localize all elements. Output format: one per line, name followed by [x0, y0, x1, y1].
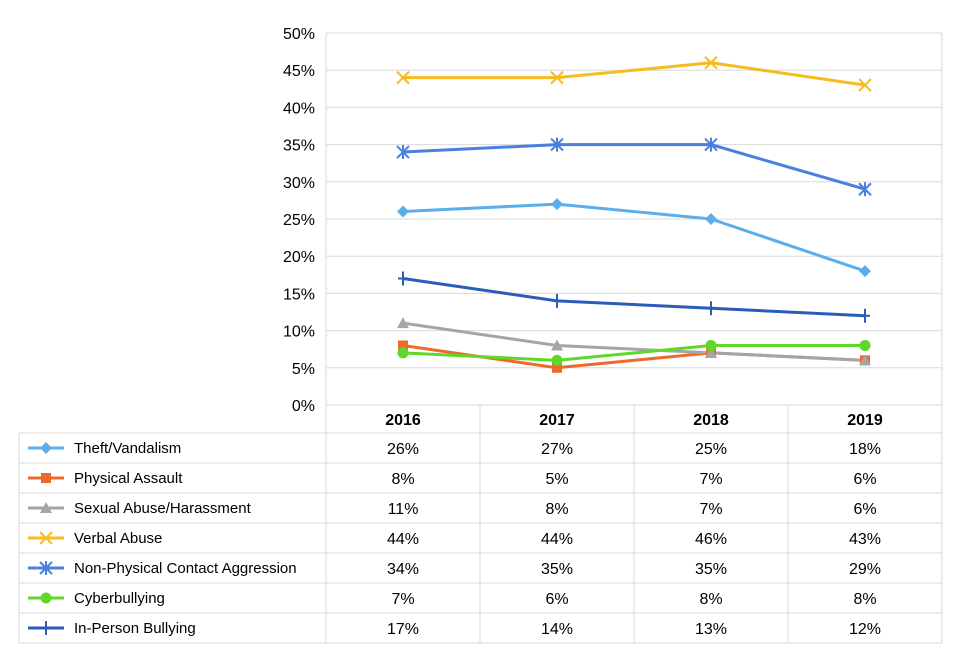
table-cell-theft-vandalism-2017: 27%: [541, 441, 573, 458]
series-line-theft-vandalism: [401, 202, 867, 273]
data-point-in-person-bullying-2017: [552, 293, 562, 308]
data-table: 2016 2017 2018 2019 Theft/Vandalism 26% 27% 25%…: [18, 33, 943, 644]
y-tick-label: 15%: [283, 286, 315, 303]
data-point-physical-assault-2017: [552, 362, 562, 373]
table-cell-physical-assault-2018: 7%: [699, 471, 722, 488]
series-line-verbal-abuse: [401, 61, 867, 87]
table-cell-sexual-abuse-harassment-2016: 11%: [388, 501, 419, 518]
series-line-in-person-bullying: [401, 277, 867, 318]
table-cell-non-physical-contact-aggression-2018: 35%: [695, 561, 727, 578]
table-cell-in-person-bullying-2018: 13%: [695, 621, 727, 638]
data-point-theft-vandalism-2016: [397, 205, 409, 218]
data-point-sexual-abuse-harassment-2016: [397, 317, 409, 329]
y-tick-label: 45%: [283, 63, 315, 80]
table-cell-theft-vandalism-2018: 25%: [695, 441, 727, 458]
data-point-sexual-abuse-harassment-2018: [705, 346, 717, 358]
legend-marker-in-person-bullying: [41, 621, 51, 635]
legend-marker-verbal-abuse: [39, 531, 53, 545]
series-line-cyberbullying: [401, 343, 867, 362]
data-point-physical-assault-2016: [398, 340, 408, 351]
legend-label-cyberbullying: Cyberbullying: [74, 590, 165, 607]
data-point-verbal-abuse-2019: [858, 78, 872, 92]
data-point-non-physical-contact-aggression-2018: [704, 137, 718, 152]
category-label-2019: 2019: [847, 412, 883, 429]
table-cell-verbal-abuse-2019: 43%: [849, 531, 881, 548]
data-point-verbal-abuse-2016: [396, 70, 410, 85]
data-point-cyberbullying-2018: [705, 339, 717, 351]
table-cell-cyberbullying-2019: 8%: [853, 591, 876, 608]
data-point-in-person-bullying-2019: [860, 308, 870, 323]
data-point-sexual-abuse-harassment-2017: [551, 339, 563, 351]
legend-label-sexual-abuse-harassment: Sexual Abuse/Harassment: [74, 500, 252, 517]
data-point-verbal-abuse-2018: [704, 56, 718, 70]
legend-label-theft-vandalism: Theft/Vandalism: [74, 440, 181, 457]
data-point-cyberbullying-2016: [397, 347, 409, 359]
legend-marker-physical-assault: [41, 473, 51, 483]
series-markers: [396, 56, 872, 373]
series-lines: [401, 61, 867, 370]
data-point-cyberbullying-2017: [551, 354, 563, 366]
legend-marker-cyberbullying: [40, 592, 52, 604]
table-cell-in-person-bullying-2019: 12%: [849, 621, 881, 638]
y-tick-label: 35%: [283, 138, 315, 155]
data-point-verbal-abuse-2017: [550, 70, 564, 85]
table-cell-non-physical-contact-aggression-2019: 29%: [849, 561, 881, 578]
category-label-2018: 2018: [693, 412, 729, 429]
legend-label-in-person-bullying: In-Person Bullying: [74, 620, 196, 637]
y-tick-label: 50%: [283, 26, 315, 43]
legend-label-non-physical-contact-aggression: Non-Physical Contact Aggression: [74, 560, 297, 577]
y-tick-label: 40%: [283, 100, 315, 117]
legend-marker-theft-vandalism: [40, 442, 52, 454]
data-point-theft-vandalism-2019: [859, 265, 871, 278]
table-cell-sexual-abuse-harassment-2017: 8%: [545, 501, 568, 518]
table-cell-cyberbullying-2018: 8%: [699, 591, 722, 608]
data-point-cyberbullying-2019: [859, 339, 871, 351]
data-point-sexual-abuse-harassment-2019: [859, 354, 871, 366]
table-cell-cyberbullying-2016: 7%: [391, 591, 414, 608]
table-cell-non-physical-contact-aggression-2016: 34%: [387, 561, 419, 578]
legend-marker-sexual-abuse-harassment: [40, 502, 52, 513]
data-point-in-person-bullying-2016: [398, 271, 408, 286]
data-point-theft-vandalism-2017: [551, 198, 563, 211]
table-cell-verbal-abuse-2017: 44%: [541, 531, 573, 548]
y-tick-label: 10%: [283, 324, 315, 341]
y-axis-tick-labels: 0% 5% 10% 15% 20% 25% 30% 35% 40% 45% 50%: [283, 26, 315, 415]
data-point-theft-vandalism-2018: [705, 213, 717, 225]
table-cell-theft-vandalism-2016: 26%: [387, 441, 419, 458]
data-point-non-physical-contact-aggression-2019: [858, 182, 872, 197]
table-cell-sexual-abuse-harassment-2019: 6%: [853, 501, 876, 518]
category-label-2016: 2016: [385, 412, 421, 429]
legend-marker-non-physical-contact-aggression: [39, 561, 53, 575]
data-point-in-person-bullying-2018: [706, 301, 716, 316]
table-cell-cyberbullying-2017: 6%: [545, 591, 568, 608]
y-tick-label: 25%: [283, 212, 315, 229]
legend-label-physical-assault: Physical Assault: [74, 470, 183, 487]
table-cell-in-person-bullying-2017: 14%: [541, 621, 573, 638]
category-label-2017: 2017: [539, 412, 575, 429]
table-cell-physical-assault-2016: 8%: [391, 471, 414, 488]
y-tick-label: 5%: [292, 361, 315, 378]
table-cell-non-physical-contact-aggression-2017: 35%: [541, 561, 573, 578]
series-line-non-physical-contact-aggression: [401, 143, 867, 191]
table-cell-verbal-abuse-2016: 44%: [387, 531, 419, 548]
table-cell-verbal-abuse-2018: 46%: [695, 531, 727, 548]
y-tick-label: 0%: [292, 398, 315, 415]
table-cell-theft-vandalism-2019: 18%: [849, 441, 881, 458]
table-cell-physical-assault-2019: 6%: [853, 471, 876, 488]
data-point-non-physical-contact-aggression-2017: [550, 137, 564, 152]
table-cell-physical-assault-2017: 5%: [545, 471, 568, 488]
table-cell-in-person-bullying-2016: 17%: [387, 621, 419, 638]
table-cell-sexual-abuse-harassment-2018: 7%: [699, 501, 722, 518]
data-point-non-physical-contact-aggression-2016: [396, 145, 410, 160]
y-tick-label: 20%: [283, 249, 315, 266]
series-line-sexual-abuse-harassment: [401, 321, 867, 362]
y-tick-label: 30%: [283, 175, 315, 192]
legend-label-verbal-abuse: Verbal Abuse: [74, 530, 162, 547]
